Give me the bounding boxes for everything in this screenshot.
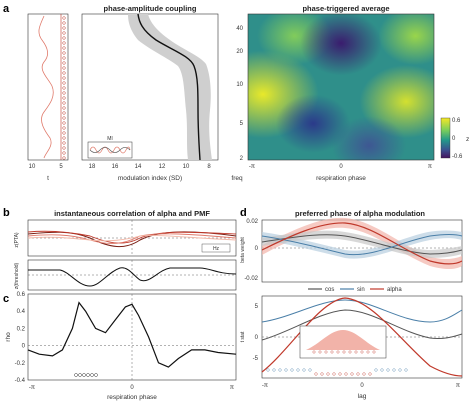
coupling-frame — [81, 13, 219, 161]
alpha-line — [261, 222, 463, 265]
colorbar-tick-mid: 0 — [452, 136, 456, 142]
d-ytick-mid: 0 — [255, 246, 259, 252]
d-bottom-ytick-0: 0 — [255, 335, 259, 341]
panel-d-ylabel-top: beta weight — [240, 237, 246, 263]
c-xtick-neg-pi: -π — [29, 385, 35, 391]
d-xtick-neg-pi: -π — [262, 383, 268, 389]
mi-tick-8: 8 — [207, 164, 211, 170]
mi-tick-12: 12 — [159, 164, 166, 170]
mi-inset — [87, 141, 133, 159]
t-plot-frame — [27, 13, 69, 161]
panel-d-top-plot: 0.02 0 -0.02 beta weight — [240, 217, 463, 283]
heatmap: -π 0 π respiration phase — [247, 13, 435, 182]
panel-b-ylabel-top: z(PTA) — [14, 232, 20, 248]
d-ytick-bottom: -0.02 — [244, 276, 258, 282]
panel-c-ylabel: rho — [5, 332, 12, 342]
panel-d-xlabel: lag — [358, 393, 367, 400]
c-ytick-2: 0.2 — [17, 326, 26, 332]
mi-tick-18: 18 — [89, 164, 96, 170]
phase-axis-label: respiration phase — [316, 175, 366, 182]
phase-tick-neg-pi: -π — [249, 164, 255, 170]
legend-alpha: alpha — [387, 287, 402, 293]
rho-line — [27, 301, 237, 368]
panel-b-title: instantaneous correlation of alpha and P… — [54, 209, 210, 218]
colorbar-tick-top: 0.6 — [452, 118, 461, 124]
coupling-ci-band — [128, 14, 212, 160]
panel-d-bottom-plot: 5 0 -5 t stat -π 0 π lag — [240, 295, 463, 400]
panel-letter-c: c — [3, 293, 9, 305]
panel-d-ylabel-bottom: t stat — [240, 331, 246, 342]
freq-tick-40: 40 — [236, 26, 243, 32]
c-ytick-1: 0.4 — [17, 309, 26, 315]
t-axis-label: t — [47, 175, 49, 182]
mi-tick-10: 10 — [183, 164, 190, 170]
c-ytick-0: 0.6 — [17, 292, 26, 298]
legend-sin: sin — [357, 287, 365, 293]
panel-letter-d: d — [240, 207, 247, 219]
mi-tick-14: 14 — [135, 164, 142, 170]
mi-axis-label: modulation index (SD) — [118, 175, 182, 182]
d-bottom-ytick-5: 5 — [255, 304, 259, 310]
panel-b-bottom-plot: z(threshold) — [14, 259, 237, 291]
t-tick-5: 5 — [59, 164, 63, 170]
freq-tick-20: 20 — [236, 49, 243, 55]
d-inset — [299, 325, 387, 359]
d-xtick-0: 0 — [360, 383, 364, 389]
freq-axis: 40 20 10 5 2 freq — [231, 26, 243, 182]
colorbar-label: z — [466, 136, 469, 143]
freq-tick-5: 5 — [240, 121, 244, 127]
panel-c-xlabel: respiration phase — [107, 394, 157, 401]
significance-markers — [74, 373, 98, 377]
panel-d-legend: cos sin alpha — [308, 287, 402, 293]
phase-tick-pi: π — [428, 164, 432, 170]
c-ytick-3: 0 — [22, 344, 26, 350]
c-xtick-0: 0 — [130, 385, 134, 391]
t-profile-line — [38, 15, 54, 159]
panel-b-legend-label: Hz — [213, 246, 220, 252]
mi-tick-16: 16 — [112, 164, 119, 170]
coupling-plot: MI 18 16 14 12 10 8 modulation index (SD… — [81, 13, 219, 182]
panel-d-title: preferred phase of alpha modulation — [295, 209, 425, 218]
t-profile-plot: 10 5 t — [27, 13, 69, 182]
coupling-mean-line — [137, 13, 201, 161]
phase-tick-0: 0 — [339, 164, 343, 170]
freq-tick-2: 2 — [240, 156, 244, 162]
d-ytick-top: 0.02 — [246, 219, 258, 225]
panel-c-plot: 0.6 0.4 0.2 0 -0.2 -0.4 rho -π 0 π respiratio… — [5, 292, 237, 401]
c-ytick-4: -0.2 — [15, 361, 26, 367]
t-dotted-column — [62, 16, 66, 160]
d-xtick-pi: π — [456, 383, 460, 389]
panel-letter-b: b — [3, 207, 10, 219]
c-xtick-pi: π — [230, 385, 234, 391]
triggered-title: phase-triggered average — [302, 4, 389, 13]
cos-line — [261, 234, 463, 255]
legend-cos: cos — [325, 287, 334, 293]
d-bottom-ytick-neg5: -5 — [253, 356, 259, 362]
colorbar: 0.6 0 -0.6 z — [440, 117, 469, 160]
coupling-title: phase-amplitude coupling — [104, 4, 197, 13]
mi-inset-label: MI — [107, 136, 113, 142]
freq-axis-label: freq — [231, 175, 243, 182]
panel-b-top-plot: Hz z(PTA) — [14, 219, 237, 257]
panel-b-ylabel-bottom: z(threshold) — [14, 262, 20, 289]
d-bottom-markers — [266, 368, 408, 376]
colorbar-tick-bottom: -0.6 — [452, 154, 463, 160]
mi-ticks: 18 16 14 12 10 8 — [89, 164, 212, 170]
panel-letter-a: a — [3, 3, 10, 15]
c-ytick-5: -0.4 — [15, 378, 26, 384]
t-tick-10: 10 — [29, 164, 36, 170]
sin-line — [261, 234, 463, 256]
freq-tick-10: 10 — [236, 82, 243, 88]
